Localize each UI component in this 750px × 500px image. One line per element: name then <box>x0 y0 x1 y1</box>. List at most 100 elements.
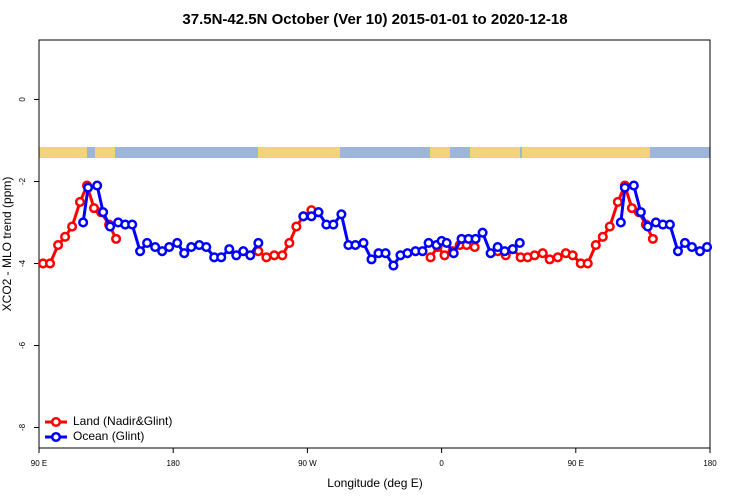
chart-title: 37.5N-42.5N October (Ver 10) 2015-01-01 … <box>182 11 567 28</box>
data-point <box>441 237 452 249</box>
y-tick-label: -8 <box>18 423 27 431</box>
x-tick-label: 180 <box>703 459 717 468</box>
data-point <box>499 246 510 257</box>
data-point <box>597 231 608 242</box>
data-point <box>92 180 103 191</box>
data-point <box>105 221 116 232</box>
land-strip <box>258 147 340 158</box>
data-point <box>245 250 256 261</box>
data-point <box>672 246 683 257</box>
data-point <box>366 254 377 265</box>
y-tick-label: -6 <box>18 341 27 349</box>
legend-label: Ocean (Glint) <box>73 429 144 443</box>
y-tick-label: -4 <box>18 259 27 267</box>
data-point <box>74 196 86 208</box>
data-point <box>544 254 555 265</box>
data-point <box>552 252 563 263</box>
legend-marker <box>50 416 62 428</box>
data-point <box>590 239 601 251</box>
data-point <box>380 248 391 259</box>
series <box>78 180 713 271</box>
y-tick-label: 0 <box>18 97 27 102</box>
data-point <box>67 221 78 232</box>
data-point <box>628 180 639 191</box>
data-point <box>612 196 623 208</box>
data-point <box>291 221 302 232</box>
x-tick-label: 90 W <box>298 459 317 468</box>
x-tick-label: 90 E <box>31 459 47 468</box>
data-point <box>150 242 161 253</box>
data-point <box>83 182 94 193</box>
plot-frame <box>38 39 711 449</box>
ocean-strip <box>39 147 710 158</box>
data-point <box>53 239 64 251</box>
data-point <box>537 248 548 259</box>
land-strip <box>430 147 450 158</box>
data-point <box>201 242 212 253</box>
data-point <box>514 237 525 249</box>
data-point <box>350 239 361 251</box>
x-tick-label: 90 E <box>568 459 584 468</box>
data-point <box>507 244 518 255</box>
data-point <box>582 258 593 269</box>
legend-label: Land (Nadir&Glint) <box>73 414 172 428</box>
data-point <box>470 233 481 244</box>
data-point <box>328 219 339 230</box>
data-point <box>417 246 428 257</box>
data-point <box>277 250 288 261</box>
data-point <box>642 221 653 232</box>
data-point <box>298 211 309 222</box>
y-axis-label: XCO2 - MLO trend (ppm) <box>0 177 14 312</box>
data-point <box>423 237 434 249</box>
data-point <box>388 260 399 271</box>
data-point <box>469 242 480 253</box>
data-point <box>238 246 249 257</box>
data-point <box>60 231 71 242</box>
data-point <box>604 221 615 232</box>
x-tick-label: 180 <box>167 459 181 468</box>
data-point <box>261 252 272 263</box>
land-strip <box>95 147 115 158</box>
data-point <box>477 227 488 238</box>
data-point <box>111 233 122 244</box>
data-point <box>679 237 690 249</box>
data-point <box>164 242 175 253</box>
data-point <box>694 246 706 257</box>
data-point <box>686 242 698 253</box>
y-tick-label: -2 <box>18 177 27 185</box>
data-point <box>402 248 413 259</box>
data-point <box>231 250 242 261</box>
data-point <box>127 219 138 230</box>
data-point <box>135 246 146 257</box>
data-point <box>485 248 496 259</box>
data-point <box>358 237 369 249</box>
data-point <box>88 203 100 214</box>
land-strip <box>39 147 87 158</box>
data-point <box>567 250 578 261</box>
x-axis-label: Longitude (deg E) <box>327 476 422 490</box>
data-point <box>626 203 637 214</box>
data-point <box>172 237 183 249</box>
data-point <box>142 237 153 249</box>
data-point <box>619 182 630 193</box>
data-point <box>98 207 109 218</box>
x-tick-label: 0 <box>439 459 444 468</box>
data-point <box>615 217 626 228</box>
land-strip <box>522 147 650 158</box>
data-point <box>216 252 227 263</box>
data-point <box>157 246 168 257</box>
data-point <box>269 250 280 261</box>
data-point <box>529 250 540 261</box>
data-point <box>44 258 56 269</box>
data-point <box>306 211 317 222</box>
series <box>37 180 658 269</box>
data-point <box>425 252 436 263</box>
data-point <box>647 233 658 244</box>
data-point <box>635 207 646 218</box>
data-point <box>439 250 450 261</box>
data-point <box>701 242 713 253</box>
data-point <box>284 237 295 249</box>
data-point <box>336 209 347 220</box>
land-strip <box>470 147 520 158</box>
